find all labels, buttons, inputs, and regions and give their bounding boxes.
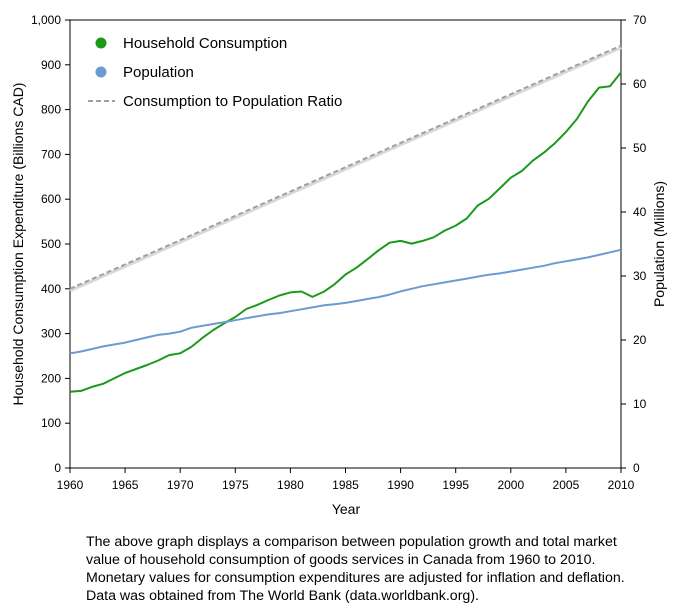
y-axis-right-label: Population (Millions) — [651, 181, 667, 307]
y-axis-left-label: Household Consumption Expenditure (Billi… — [10, 83, 26, 406]
legend-label-consumption-to-population-ratio: Consumption to Population Ratio — [123, 93, 342, 110]
y-right-tick-label: 50 — [633, 141, 647, 155]
x-tick-label: 1980 — [277, 478, 304, 492]
legend-label-household-consumption: Household Consumption — [123, 35, 287, 52]
x-tick-label: 1975 — [222, 478, 249, 492]
ratio-line-shadow — [69, 46, 622, 293]
x-axis-label: Year — [332, 501, 361, 517]
y-right-tick-label: 70 — [633, 13, 647, 27]
y-left-tick-label: 0 — [54, 461, 61, 475]
y-right-tick-label: 60 — [633, 77, 647, 91]
y-left-tick-label: 400 — [41, 282, 61, 296]
chart-caption: The above graph displays a comparison be… — [86, 534, 625, 604]
chart-series — [69, 44, 622, 393]
y-left-tick-label: 100 — [41, 416, 61, 430]
x-tick-label: 1985 — [332, 478, 359, 492]
legend-swatch-household-consumption — [95, 37, 107, 49]
consumption-to-population-ratio-line — [69, 44, 622, 290]
y-left-tick-label: 900 — [41, 58, 61, 72]
legend-swatch-population — [95, 66, 107, 78]
y-left-tick-label: 300 — [41, 327, 61, 341]
y-left-tick-label: 700 — [41, 147, 61, 161]
y-right-tick-label: 20 — [633, 333, 647, 347]
plot-frame — [69, 19, 622, 469]
y-left-tick-label: 200 — [41, 371, 61, 385]
y-left-tick-label: 800 — [41, 103, 61, 117]
x-tick-label: 1960 — [57, 478, 84, 492]
chart-axes: 1960 1965 1970 1975 1980 1985 1990 1995 2000 2005… — [31, 13, 647, 492]
x-tick-label: 2005 — [553, 478, 580, 492]
population-line — [69, 248, 622, 355]
y-right-tick-label: 40 — [633, 205, 647, 219]
chart-legend: Household Consumption Population Consumpti… — [88, 35, 342, 110]
legend-label-population: Population — [123, 64, 194, 81]
x-tick-label: 2010 — [608, 478, 635, 492]
x-tick-label: 1970 — [167, 478, 194, 492]
x-tick-label: 1995 — [442, 478, 469, 492]
x-tick-label: 1965 — [112, 478, 139, 492]
y-left-tick-label: 500 — [41, 237, 61, 251]
y-right-tick-label: 0 — [633, 461, 640, 475]
y-left-tick-label: 1,000 — [31, 13, 61, 27]
household-consumption-line — [69, 71, 622, 393]
y-right-tick-label: 30 — [633, 269, 647, 283]
y-left-tick-label: 600 — [41, 192, 61, 206]
x-tick-label: 1990 — [387, 478, 414, 492]
x-tick-label: 2000 — [497, 478, 524, 492]
y-right-tick-label: 10 — [633, 397, 647, 411]
chart: 1960 1965 1970 1975 1980 1985 1990 1995 2000 2005… — [10, 13, 667, 517]
